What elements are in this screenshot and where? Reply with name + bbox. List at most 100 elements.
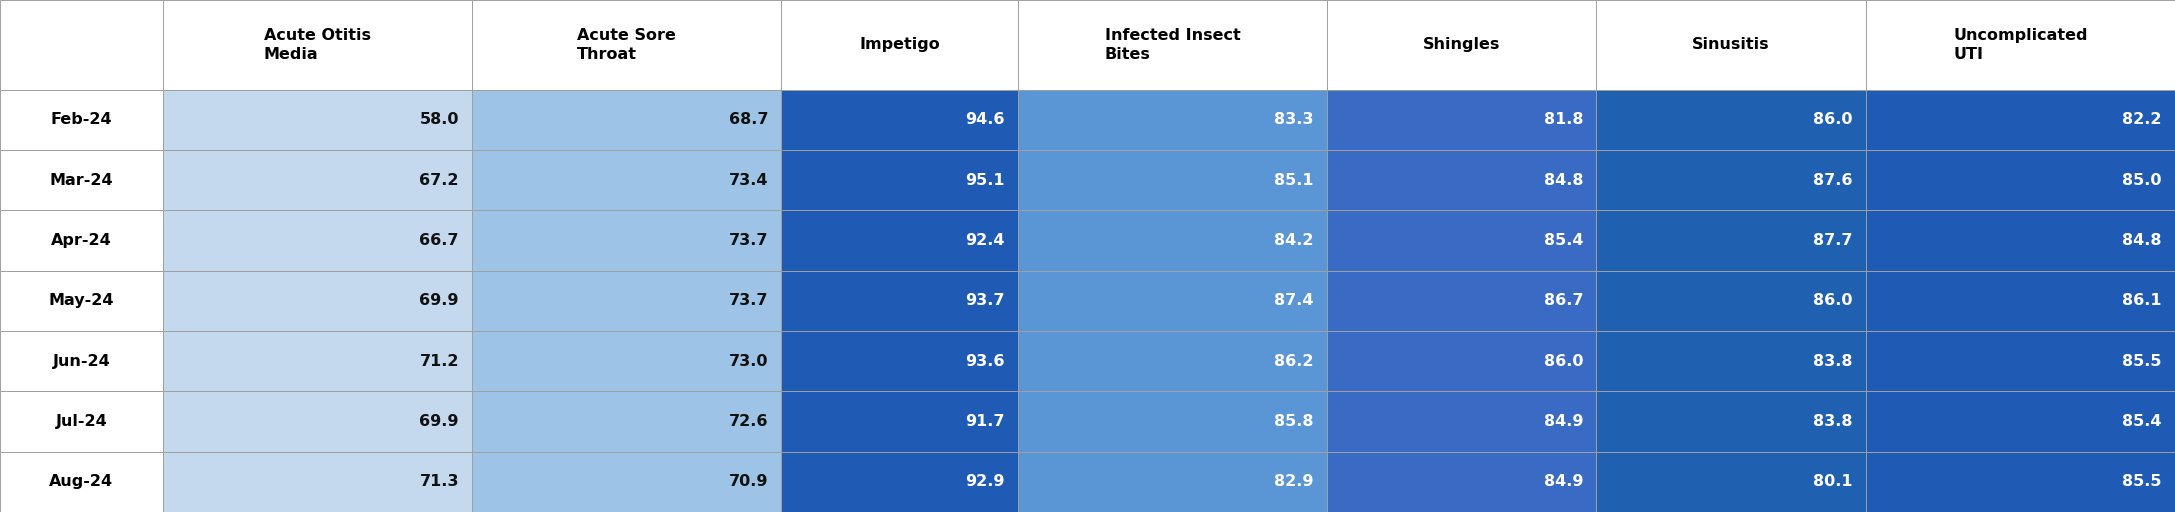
Bar: [0, 391, 163, 452]
Bar: [472, 90, 781, 150]
Text: 82.9: 82.9: [1275, 474, 1314, 489]
Text: 94.6: 94.6: [966, 112, 1005, 127]
Text: 71.3: 71.3: [420, 474, 459, 489]
Text: 71.2: 71.2: [420, 354, 459, 369]
Text: 85.4: 85.4: [2123, 414, 2162, 429]
Bar: [163, 452, 472, 512]
Text: 86.2: 86.2: [1275, 354, 1314, 369]
Bar: [781, 90, 1018, 150]
Bar: [0, 90, 163, 150]
Text: 85.0: 85.0: [2123, 173, 2162, 187]
Bar: [0, 150, 163, 210]
Text: 86.1: 86.1: [2123, 293, 2162, 308]
Bar: [0, 0, 163, 90]
Text: Jul-24: Jul-24: [57, 414, 107, 429]
Bar: [1018, 90, 1327, 150]
Bar: [163, 391, 472, 452]
Text: Acute Sore
Throat: Acute Sore Throat: [576, 28, 676, 61]
Bar: [1327, 331, 1596, 391]
Bar: [1018, 391, 1327, 452]
Text: 86.0: 86.0: [1544, 354, 1583, 369]
Bar: [781, 391, 1018, 452]
Text: Aug-24: Aug-24: [50, 474, 113, 489]
Bar: [781, 331, 1018, 391]
Bar: [1866, 0, 2175, 90]
Bar: [781, 452, 1018, 512]
Text: 68.7: 68.7: [729, 112, 768, 127]
Text: 87.7: 87.7: [1814, 233, 1853, 248]
Text: 84.8: 84.8: [1544, 173, 1583, 187]
Text: 87.6: 87.6: [1814, 173, 1853, 187]
Bar: [1327, 210, 1596, 271]
Bar: [163, 271, 472, 331]
Bar: [472, 210, 781, 271]
Bar: [1327, 452, 1596, 512]
Bar: [1327, 90, 1596, 150]
Text: Impetigo: Impetigo: [859, 37, 940, 52]
Text: 92.4: 92.4: [966, 233, 1005, 248]
Text: 73.4: 73.4: [729, 173, 768, 187]
Text: Feb-24: Feb-24: [50, 112, 113, 127]
Bar: [472, 331, 781, 391]
Text: 83.8: 83.8: [1814, 354, 1853, 369]
Text: 66.7: 66.7: [420, 233, 459, 248]
Text: 82.2: 82.2: [2123, 112, 2162, 127]
Bar: [1596, 331, 1866, 391]
Text: 69.9: 69.9: [420, 293, 459, 308]
Bar: [163, 0, 472, 90]
Bar: [1596, 210, 1866, 271]
Bar: [781, 210, 1018, 271]
Text: 58.0: 58.0: [420, 112, 459, 127]
Bar: [163, 210, 472, 271]
Text: 73.7: 73.7: [729, 293, 768, 308]
Bar: [472, 0, 781, 90]
Text: 84.9: 84.9: [1544, 414, 1583, 429]
Text: 86.0: 86.0: [1814, 112, 1853, 127]
Text: 80.1: 80.1: [1814, 474, 1853, 489]
Bar: [1866, 90, 2175, 150]
Bar: [1018, 0, 1327, 90]
Text: 87.4: 87.4: [1275, 293, 1314, 308]
Text: Jun-24: Jun-24: [52, 354, 111, 369]
Bar: [472, 271, 781, 331]
Bar: [472, 452, 781, 512]
Bar: [1866, 210, 2175, 271]
Bar: [1866, 150, 2175, 210]
Bar: [0, 452, 163, 512]
Text: Sinusitis: Sinusitis: [1692, 37, 1770, 52]
Bar: [1866, 331, 2175, 391]
Text: 83.8: 83.8: [1814, 414, 1853, 429]
Bar: [1596, 452, 1866, 512]
Text: 92.9: 92.9: [966, 474, 1005, 489]
Bar: [1018, 452, 1327, 512]
Text: 93.7: 93.7: [966, 293, 1005, 308]
Text: 73.7: 73.7: [729, 233, 768, 248]
Text: Infected Insect
Bites: Infected Insect Bites: [1105, 28, 1240, 61]
Bar: [1018, 271, 1327, 331]
Text: 81.8: 81.8: [1544, 112, 1583, 127]
Bar: [0, 331, 163, 391]
Text: Shingles: Shingles: [1422, 37, 1501, 52]
Text: 85.1: 85.1: [1275, 173, 1314, 187]
Bar: [1596, 150, 1866, 210]
Text: Acute Otitis
Media: Acute Otitis Media: [263, 28, 372, 61]
Text: May-24: May-24: [48, 293, 113, 308]
Bar: [1327, 271, 1596, 331]
Text: 67.2: 67.2: [420, 173, 459, 187]
Bar: [472, 150, 781, 210]
Text: Mar-24: Mar-24: [50, 173, 113, 187]
Bar: [163, 90, 472, 150]
Text: 85.4: 85.4: [1544, 233, 1583, 248]
Text: 73.0: 73.0: [729, 354, 768, 369]
Bar: [1327, 0, 1596, 90]
Bar: [1327, 150, 1596, 210]
Bar: [781, 150, 1018, 210]
Bar: [781, 0, 1018, 90]
Text: 86.7: 86.7: [1544, 293, 1583, 308]
Bar: [1018, 150, 1327, 210]
Bar: [1866, 452, 2175, 512]
Bar: [1327, 391, 1596, 452]
Text: 83.3: 83.3: [1275, 112, 1314, 127]
Bar: [1018, 210, 1327, 271]
Text: 91.7: 91.7: [966, 414, 1005, 429]
